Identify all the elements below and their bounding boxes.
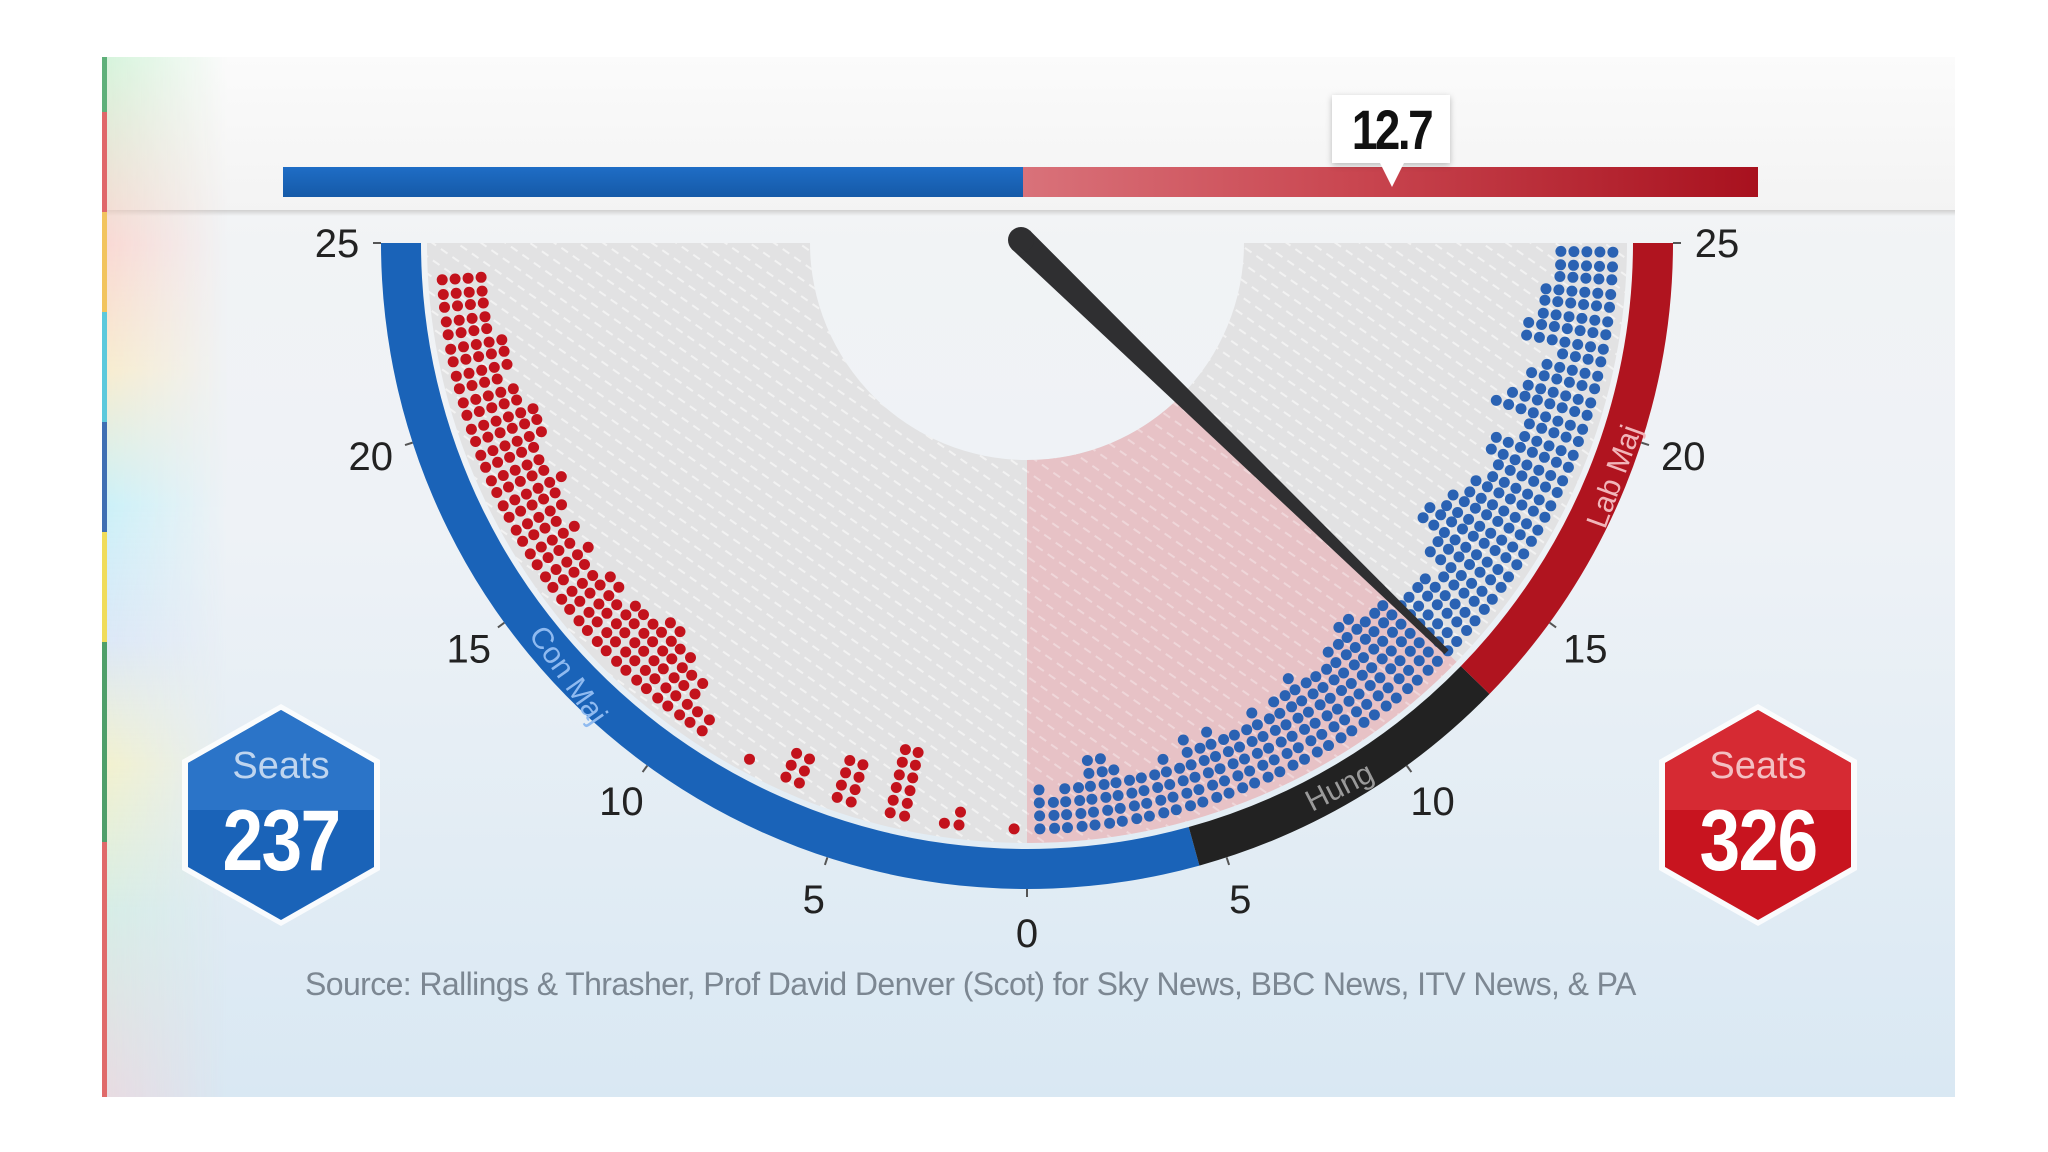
svg-text:10: 10 <box>599 780 644 824</box>
svg-text:5: 5 <box>1229 878 1251 922</box>
svg-text:15: 15 <box>1563 628 1608 672</box>
svg-text:15: 15 <box>447 628 492 672</box>
header-divider <box>102 210 1955 216</box>
swing-bar-con <box>283 167 1023 197</box>
needle <box>1008 227 1449 655</box>
lab-seats-label: Seats <box>1709 745 1807 787</box>
color-stripe <box>102 57 107 1097</box>
hexagon-icon <box>182 704 380 926</box>
gauge-ticks: 0 5 5 10 10 15 15 20 20 25 25 <box>315 222 1740 956</box>
lab-seats-value: 326 <box>1699 793 1819 889</box>
swing-marker-pointer <box>1380 163 1404 187</box>
seat-dots <box>436 245 1619 835</box>
svg-text:25: 25 <box>1695 222 1740 266</box>
lab-seats-badge: Seats 326 <box>1655 700 1861 930</box>
svg-text:5: 5 <box>803 878 825 922</box>
gauge-arc <box>381 243 1673 890</box>
svg-text:25: 25 <box>315 222 360 266</box>
con-seats-value: 237 <box>222 793 342 889</box>
edge-glow <box>107 57 227 1097</box>
source-caption: Source: Rallings & Thrasher, Prof David … <box>305 966 1636 1002</box>
hexagon-icon <box>1659 704 1857 926</box>
svg-text:20: 20 <box>349 435 394 479</box>
svg-text:10: 10 <box>1410 780 1455 824</box>
svg-text:20: 20 <box>1661 435 1706 479</box>
swing-value: 12.7 <box>1351 97 1433 161</box>
svg-text:0: 0 <box>1016 912 1038 956</box>
swing-value-marker: 12.7 <box>1332 95 1450 163</box>
gauge-background <box>427 243 1627 843</box>
con-seats-badge: Seats 237 <box>178 700 384 930</box>
con-seats-label: Seats <box>232 745 330 787</box>
